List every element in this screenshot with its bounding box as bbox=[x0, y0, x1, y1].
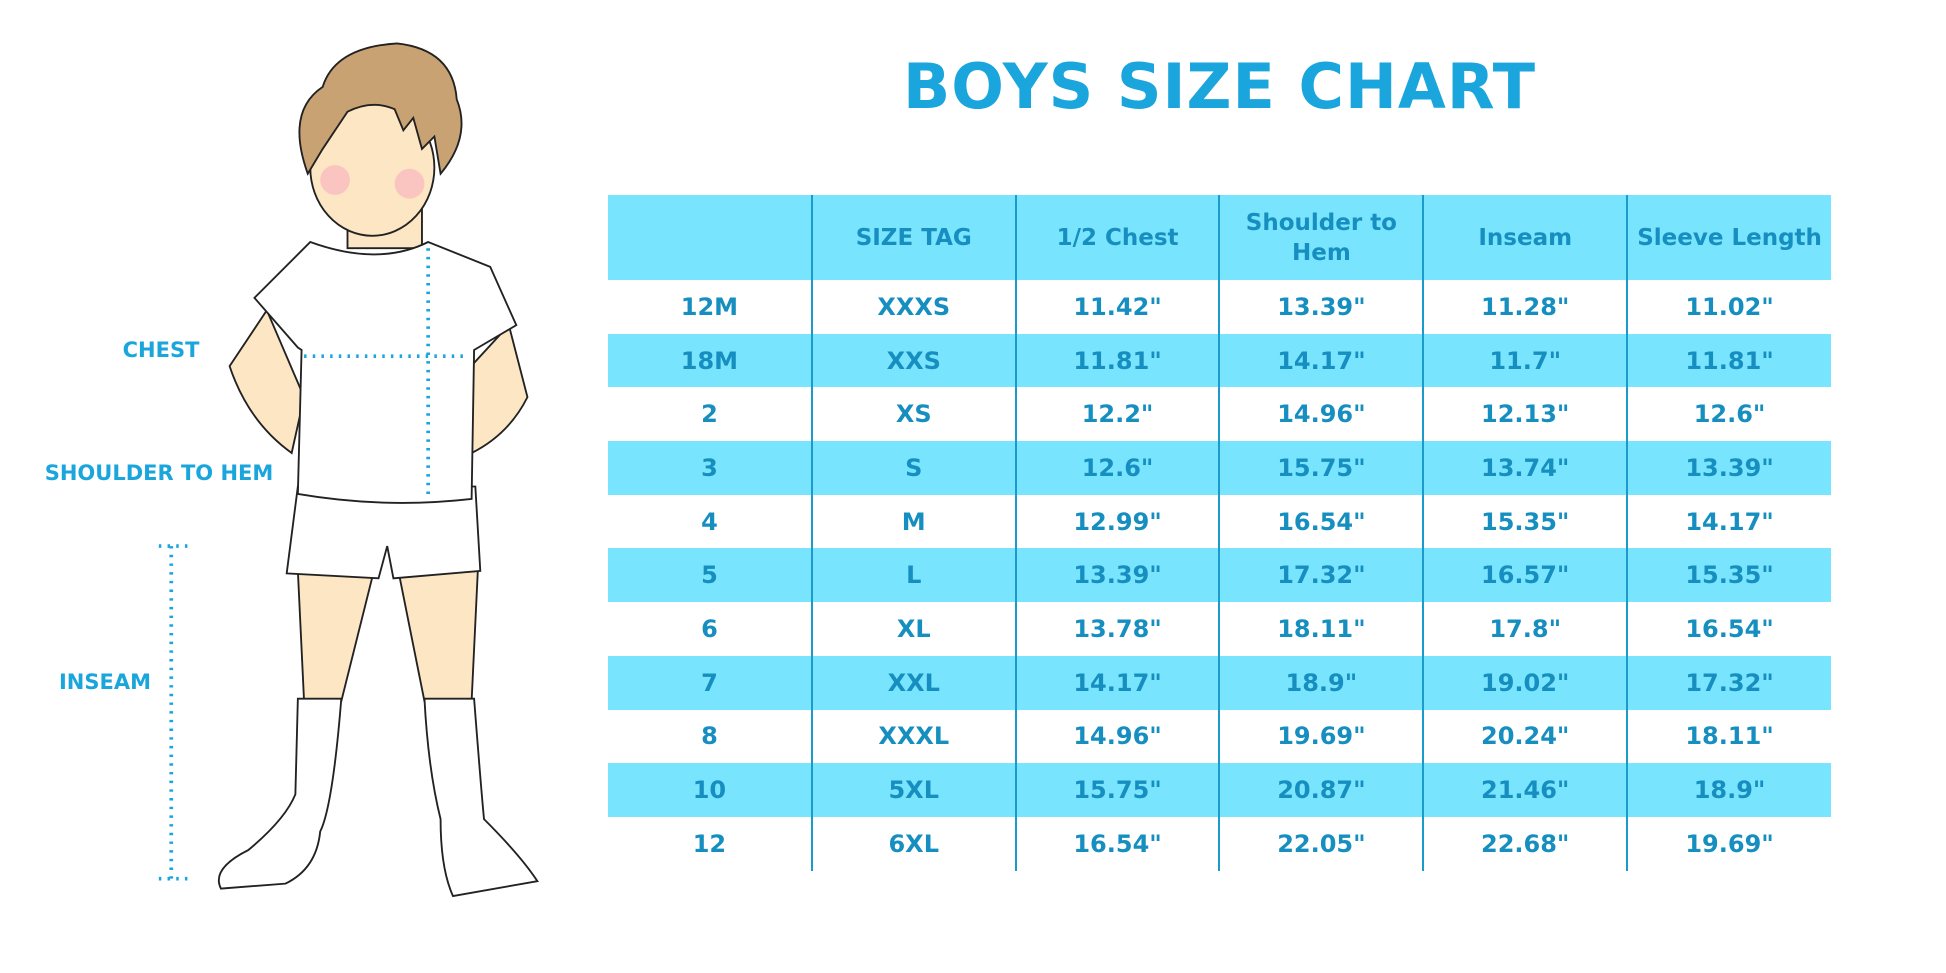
table-cell: 16.57" bbox=[1422, 548, 1628, 603]
table-cell: 22.05" bbox=[1218, 816, 1424, 871]
table-cell: 14.96" bbox=[1014, 709, 1220, 764]
table-row: 4 M 12.99" 16.54" 15.35" 14.17" bbox=[608, 494, 1831, 549]
table-header: SIZE TAG 1/2 Chest Shoulder to Hem Inseam Sl… bbox=[608, 195, 1831, 280]
table-row: 8 XXXL 14.96" 19.69" 20.24" 18.11" bbox=[608, 709, 1831, 764]
column-header: Inseam bbox=[1422, 195, 1628, 280]
table-cell: 3 bbox=[608, 441, 812, 495]
page-title: BOYS SIZE CHART bbox=[902, 50, 1537, 123]
table-cell: 14.17" bbox=[1218, 333, 1424, 388]
chest-label: CHEST bbox=[122, 338, 200, 362]
table-cell: 4 bbox=[701, 507, 718, 536]
table-cell: 19.69" bbox=[1626, 816, 1831, 871]
table-cell: 13.39" bbox=[1014, 548, 1220, 603]
table-cell: 22.68" bbox=[1422, 816, 1628, 871]
table-cell: 17.8" bbox=[1422, 602, 1628, 656]
table-cell: 18.11" bbox=[1626, 709, 1831, 764]
table-cell: 18.11" bbox=[1218, 602, 1424, 656]
table-cell: 13.78" bbox=[1014, 602, 1220, 656]
table-cell: XS bbox=[810, 387, 1016, 442]
column-header: 1/2 Chest bbox=[1014, 195, 1220, 280]
table-cell: 16.54" bbox=[1626, 602, 1831, 656]
column-header bbox=[608, 195, 812, 280]
table-row: 5 L 13.39" 17.32" 16.57" 15.35" bbox=[608, 548, 1831, 603]
table-cell: 8 bbox=[701, 722, 718, 751]
table-row: 18M XXS 11.81" 14.17" 11.7" 11.81" bbox=[608, 333, 1831, 388]
table-cell: 15.35" bbox=[1422, 494, 1628, 549]
table-cell: M bbox=[810, 494, 1016, 549]
table-cell: 10 bbox=[608, 763, 812, 817]
table-cell: 14.96" bbox=[1218, 387, 1424, 442]
table-cell: 12.6" bbox=[1014, 441, 1220, 495]
table-cell: 17.32" bbox=[1626, 655, 1831, 710]
table-row: 2 XS 12.2" 14.96" 12.13" 12.6" bbox=[608, 387, 1831, 442]
table-cell: XXS bbox=[810, 333, 1016, 388]
table-cell: 16.54" bbox=[1014, 816, 1220, 871]
table-cell: 2 bbox=[701, 400, 718, 429]
table-cell: 11.81" bbox=[1014, 333, 1220, 388]
table-cell: 15.35" bbox=[1626, 548, 1831, 603]
table-cell: 12.6" bbox=[1626, 387, 1831, 442]
table-cell: 19.69" bbox=[1218, 709, 1424, 764]
table-cell: 7 bbox=[608, 655, 812, 710]
table-cell: XL bbox=[810, 602, 1016, 656]
table-cell: 19.02" bbox=[1422, 655, 1628, 710]
table-cell: 12.99" bbox=[1014, 494, 1220, 549]
table-cell: 5XL bbox=[810, 763, 1016, 817]
table-row: 3 S 12.6" 15.75" 13.74" 13.39" bbox=[608, 441, 1831, 495]
table-cell: 21.46" bbox=[1422, 763, 1628, 817]
table-cell: 20.24" bbox=[1422, 709, 1628, 764]
table-cell: 5 bbox=[608, 548, 812, 603]
table-cell: 12M bbox=[680, 292, 739, 321]
table-cell: S bbox=[810, 441, 1016, 495]
table-row: 7 XXL 14.17" 18.9" 19.02" 17.32" bbox=[608, 655, 1831, 710]
table-cell: 11.42" bbox=[1014, 280, 1220, 334]
table-cell: 16.54" bbox=[1218, 494, 1424, 549]
table-cell: 14.17" bbox=[1626, 494, 1831, 549]
table-cell: 12.2" bbox=[1014, 387, 1220, 442]
table-cell: 6XL bbox=[810, 816, 1016, 871]
table-row: 6 XL 13.78" 18.11" 17.8" 16.54" bbox=[608, 602, 1831, 656]
inseam-label: INSEAM bbox=[58, 670, 152, 694]
table-cell: 12.13" bbox=[1422, 387, 1628, 442]
column-header: Sleeve Length bbox=[1626, 195, 1831, 280]
table-cell: 12 bbox=[692, 829, 727, 858]
table-cell: XXXL bbox=[810, 709, 1016, 764]
column-header: Shoulder to Hem bbox=[1218, 195, 1424, 280]
table-cell: 20.87" bbox=[1218, 763, 1424, 817]
table-cell: XXXS bbox=[810, 280, 1016, 334]
table-cell: 18.9" bbox=[1218, 655, 1424, 710]
table-cell: 18.9" bbox=[1626, 763, 1831, 817]
table-cell: 13.74" bbox=[1422, 441, 1628, 495]
shoulder-to-hem-label: SHOULDER TO HEM bbox=[44, 461, 274, 485]
table-cell: 13.39" bbox=[1218, 280, 1424, 334]
table-cell: 17.32" bbox=[1218, 548, 1424, 603]
table-cell: 11.28" bbox=[1422, 280, 1628, 334]
table-cell: 18M bbox=[608, 333, 812, 388]
column-header: SIZE TAG bbox=[810, 195, 1016, 280]
size-table: SIZE TAG 1/2 Chest Shoulder to Hem Inseam Sl… bbox=[608, 195, 1831, 871]
table-cell: XXL bbox=[810, 655, 1016, 710]
table-row: 10 5XL 15.75" 20.87" 21.46" 18.9" bbox=[608, 763, 1831, 817]
table-cell: 11.02" bbox=[1626, 280, 1831, 334]
table-cell: 11.81" bbox=[1626, 333, 1831, 388]
table-cell: L bbox=[810, 548, 1016, 603]
table-cell: 11.7" bbox=[1422, 333, 1628, 388]
table-cell: 13.39" bbox=[1626, 441, 1831, 495]
table-row: 12 6XL 16.54" 22.05" 22.68" 19.69" bbox=[608, 816, 1831, 871]
table-cell: 14.17" bbox=[1014, 655, 1220, 710]
table-cell: 6 bbox=[701, 614, 718, 643]
table-cell: 15.75" bbox=[1014, 763, 1220, 817]
table-row: 12M XXXS 11.42" 13.39" 11.28" 11.02" bbox=[608, 280, 1831, 334]
table-cell: 15.75" bbox=[1218, 441, 1424, 495]
